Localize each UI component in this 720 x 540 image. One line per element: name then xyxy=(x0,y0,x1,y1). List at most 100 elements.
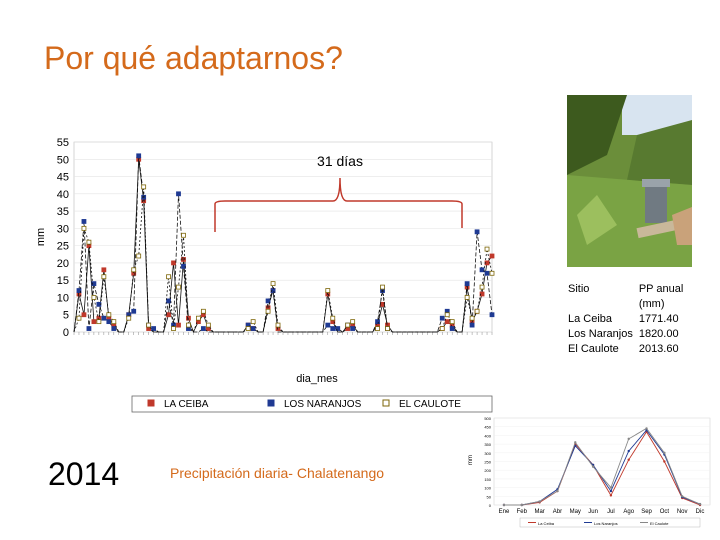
monthly-series-line xyxy=(504,431,701,506)
y-tick-label: 40 xyxy=(57,189,69,201)
monthly-data-point xyxy=(502,503,506,507)
data-point xyxy=(106,312,112,318)
data-point xyxy=(484,246,490,252)
monthly-x-tick-label: Oct xyxy=(660,509,670,515)
header-site: Sitio xyxy=(568,283,590,295)
monthly-x-tick-label: Dic xyxy=(696,509,705,515)
data-point xyxy=(469,315,475,321)
data-point xyxy=(265,298,271,304)
monthly-legend-label: Los Naranjos xyxy=(594,521,618,526)
data-point xyxy=(444,312,450,318)
data-point xyxy=(444,319,450,325)
data-point xyxy=(136,153,142,159)
data-point xyxy=(245,326,251,331)
data-point xyxy=(131,267,137,273)
data-point xyxy=(275,322,281,328)
site-value: 1771.40 xyxy=(638,313,679,325)
monthly-data-point xyxy=(556,489,559,493)
data-point xyxy=(101,267,107,273)
data-point xyxy=(474,308,480,314)
data-point xyxy=(171,260,176,266)
y-tick-label: 50 xyxy=(57,154,69,166)
data-point xyxy=(96,301,102,307)
monthly-y-tick-label: 300 xyxy=(484,451,491,456)
monthly-data-point xyxy=(680,495,684,498)
legend-label: LOS NARANJOS xyxy=(284,399,362,410)
monthly-data-point xyxy=(609,494,613,497)
data-point xyxy=(76,288,82,293)
data-point xyxy=(146,322,152,328)
data-point xyxy=(91,295,97,300)
y-tick-label: 20 xyxy=(57,258,69,270)
data-point xyxy=(166,298,171,304)
year-label: 2014 xyxy=(48,456,120,492)
site-name: El Caulote xyxy=(568,343,619,355)
monthly-legend-label: El Caulote xyxy=(650,521,669,526)
monthly-data-point xyxy=(645,427,648,430)
monthly-data-point xyxy=(663,451,666,454)
data-point xyxy=(489,270,495,276)
data-point xyxy=(205,322,211,328)
monthly-x-tick-label: Ago xyxy=(623,509,634,515)
monthly-data-point xyxy=(609,486,613,489)
site-value: 2013.60 xyxy=(638,343,679,355)
data-point xyxy=(126,315,132,321)
data-point xyxy=(196,315,201,321)
data-point xyxy=(166,274,171,280)
annual-rainfall-table: Sitio PP anual (mm) La Ceiba 1771.40 Los… xyxy=(568,282,705,357)
data-point xyxy=(380,284,385,290)
data-point xyxy=(176,322,181,328)
data-point xyxy=(469,322,475,328)
data-point xyxy=(106,319,112,325)
data-point xyxy=(111,319,117,325)
data-point xyxy=(330,326,336,331)
y-tick-label: 5 xyxy=(63,310,69,322)
data-point xyxy=(375,319,380,325)
data-point xyxy=(176,284,181,290)
main-legend: LA CEIBA LOS NARANJOS EL CAULOTE xyxy=(131,395,493,413)
monthly-legend-box xyxy=(519,517,701,528)
data-point xyxy=(479,267,485,273)
chart-caption: Precipitación diaria- Chalatenango xyxy=(170,465,385,481)
data-point xyxy=(141,194,147,200)
data-point xyxy=(484,260,490,266)
data-point xyxy=(111,326,117,331)
series-line xyxy=(73,155,493,333)
data-point xyxy=(186,322,191,328)
data-point xyxy=(375,326,380,331)
monthly-x-tick-label: Abr xyxy=(553,509,562,515)
data-point xyxy=(479,284,485,290)
data-point xyxy=(91,319,97,325)
data-point xyxy=(181,232,186,238)
y-tick-label: 35 xyxy=(57,206,69,218)
data-point xyxy=(439,326,445,331)
monthly-series-line xyxy=(504,427,701,506)
data-point xyxy=(81,312,87,318)
data-point xyxy=(81,219,87,224)
monthly-x-tick-label: Jul xyxy=(607,509,615,515)
data-point xyxy=(171,326,176,331)
monthly-data-point xyxy=(663,460,666,463)
data-point xyxy=(385,326,390,331)
data-point xyxy=(325,322,331,328)
data-point xyxy=(350,319,356,325)
monthly-data-point xyxy=(520,503,524,507)
y-axis-label: mm xyxy=(35,228,47,246)
legend-swatch xyxy=(147,399,155,407)
monthly-x-tick-label: Mar xyxy=(534,509,544,515)
legend-label: LA CEIBA xyxy=(164,399,209,410)
monthly-y-tick-label: 50 xyxy=(487,494,492,499)
monthly-y-tick-label: 500 xyxy=(484,416,491,421)
data-point xyxy=(86,326,92,331)
monthly-data-point xyxy=(627,437,630,441)
data-point xyxy=(464,295,470,300)
data-point xyxy=(200,308,206,314)
table-row: La Ceiba 1771.40 xyxy=(568,312,705,327)
data-point xyxy=(96,319,102,325)
data-point xyxy=(265,308,271,314)
data-point xyxy=(439,315,445,321)
monthly-data-point xyxy=(591,465,595,468)
data-point xyxy=(479,291,485,297)
monthly-y-tick-label: 0 xyxy=(489,503,492,508)
